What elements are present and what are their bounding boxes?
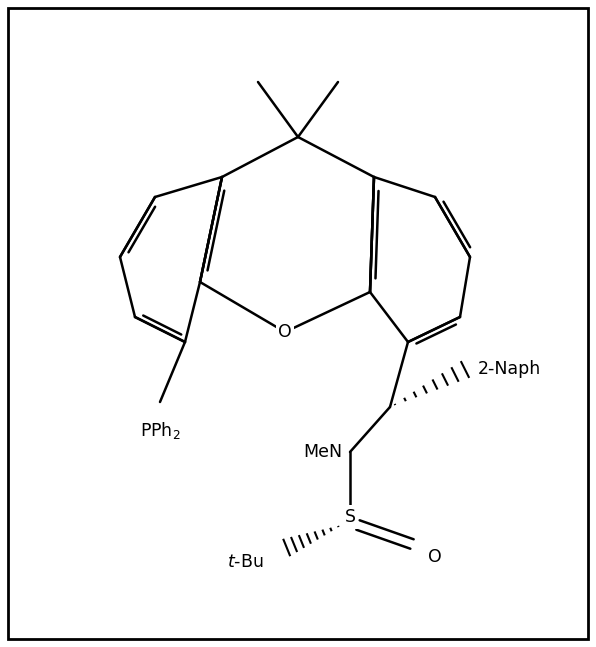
Text: $t$-Bu: $t$-Bu <box>226 553 263 571</box>
Text: MeN: MeN <box>303 443 342 461</box>
Text: O: O <box>278 323 292 341</box>
Text: O: O <box>428 548 442 566</box>
Text: 2-Naph: 2-Naph <box>478 360 541 378</box>
Text: S: S <box>344 508 355 526</box>
Text: PPh$_2$: PPh$_2$ <box>139 420 181 441</box>
